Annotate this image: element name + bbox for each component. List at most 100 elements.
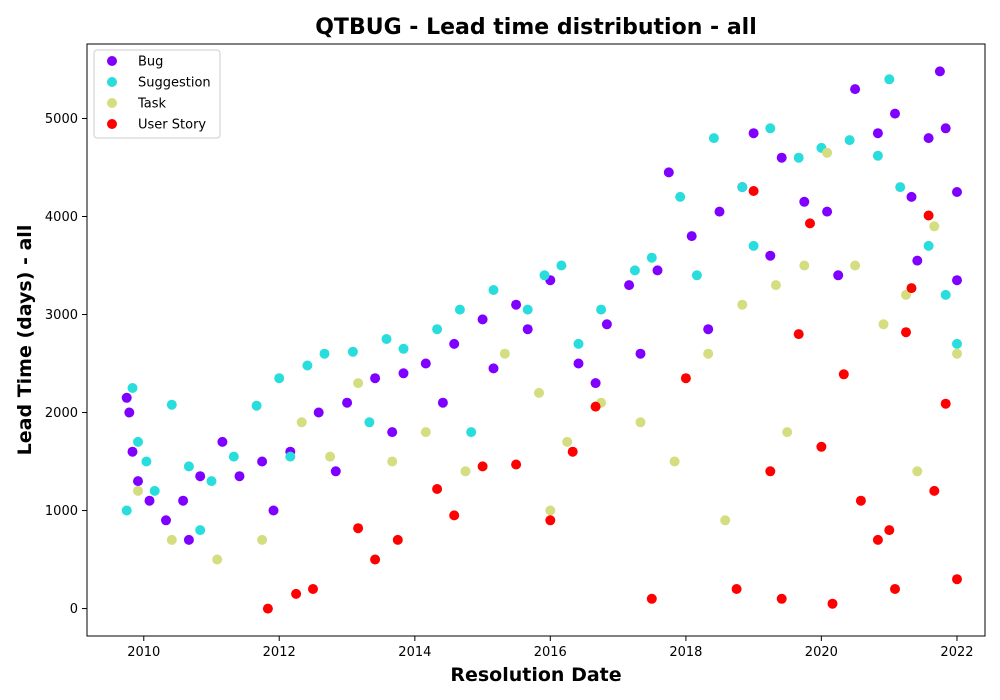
data-point	[141, 456, 152, 467]
legend-label: Task	[137, 97, 167, 112]
data-point	[319, 348, 330, 359]
data-point	[499, 348, 510, 359]
x-tick-label: 2010	[127, 645, 160, 660]
data-point	[895, 182, 906, 193]
data-point	[850, 260, 861, 271]
x-axis-label: Resolution Date	[450, 664, 621, 686]
data-point	[765, 123, 776, 134]
data-point	[952, 348, 962, 359]
data-point	[765, 250, 776, 261]
data-point	[296, 417, 307, 428]
data-point	[195, 471, 206, 482]
data-point	[370, 554, 381, 565]
data-point	[268, 505, 279, 516]
data-point	[884, 525, 895, 536]
data-point	[776, 152, 787, 163]
legend-marker	[107, 119, 117, 129]
data-point	[477, 461, 488, 472]
data-point	[680, 373, 691, 384]
data-point	[714, 206, 725, 217]
data-point	[302, 360, 313, 371]
data-point	[737, 299, 748, 310]
data-point	[669, 456, 680, 467]
data-point	[291, 588, 302, 599]
data-point	[488, 363, 499, 374]
legend: Bug Suggestion Task User Story	[93, 49, 221, 139]
data-point	[793, 152, 804, 163]
data-point	[251, 400, 262, 411]
data-point	[420, 358, 431, 369]
data-point	[833, 270, 844, 281]
data-point	[731, 584, 742, 594]
data-point	[511, 459, 522, 470]
series-user-story	[262, 186, 962, 614]
data-point	[539, 270, 550, 281]
data-point	[952, 275, 962, 286]
data-point	[765, 466, 776, 477]
data-point	[144, 495, 155, 506]
data-point	[663, 167, 674, 178]
data-point	[703, 324, 714, 335]
y-tick-label: 2000	[45, 406, 78, 421]
data-point	[274, 373, 285, 384]
data-point	[816, 441, 827, 452]
data-point	[635, 348, 646, 359]
data-point	[133, 485, 143, 496]
data-point	[720, 515, 731, 526]
data-point	[308, 584, 318, 594]
data-point	[133, 476, 143, 487]
x-tick-label: 2014	[398, 645, 431, 660]
data-point	[952, 187, 962, 197]
data-point	[906, 283, 917, 294]
data-point	[183, 534, 194, 545]
data-point	[511, 299, 522, 310]
data-point	[262, 603, 273, 614]
data-point	[460, 466, 471, 477]
data-point	[370, 373, 381, 384]
y-tick-label: 3000	[45, 308, 78, 323]
data-point	[737, 182, 748, 193]
data-point	[635, 417, 646, 428]
data-point	[923, 240, 934, 251]
data-point	[629, 265, 640, 276]
data-point	[166, 534, 177, 545]
data-point	[770, 280, 781, 291]
data-point	[822, 206, 833, 217]
data-point	[437, 397, 448, 408]
data-point	[855, 495, 866, 506]
data-point	[906, 191, 917, 202]
data-point	[285, 451, 296, 462]
data-point	[703, 348, 714, 359]
data-point	[901, 289, 911, 300]
data-point	[161, 515, 171, 526]
data-point	[127, 446, 138, 457]
x-tick-label: 2016	[534, 645, 567, 660]
data-point	[952, 338, 962, 349]
points-layer	[121, 66, 962, 614]
data-point	[257, 456, 268, 467]
data-point	[748, 186, 759, 196]
data-point	[782, 427, 793, 438]
y-axis-ticks: 0 1000 2000 3000 4000 5000	[45, 112, 87, 617]
data-point	[166, 399, 177, 410]
y-tick-label: 0	[70, 602, 78, 617]
data-point	[923, 133, 934, 144]
data-point	[562, 436, 573, 447]
data-point	[691, 270, 702, 281]
data-point	[545, 505, 556, 516]
x-tick-label: 2020	[805, 645, 838, 660]
data-point	[206, 476, 217, 487]
data-point	[534, 387, 544, 398]
data-point	[234, 471, 245, 482]
chart-title: QTBUG - Lead time distribution - all	[315, 15, 757, 40]
data-point	[121, 392, 132, 403]
data-point	[838, 369, 849, 380]
x-tick-label: 2012	[263, 645, 296, 660]
data-point	[827, 598, 838, 609]
data-point	[912, 255, 923, 266]
legend-box	[93, 49, 221, 139]
data-point	[313, 407, 324, 418]
data-point	[127, 383, 138, 393]
data-point	[325, 451, 336, 462]
data-point	[121, 505, 132, 516]
